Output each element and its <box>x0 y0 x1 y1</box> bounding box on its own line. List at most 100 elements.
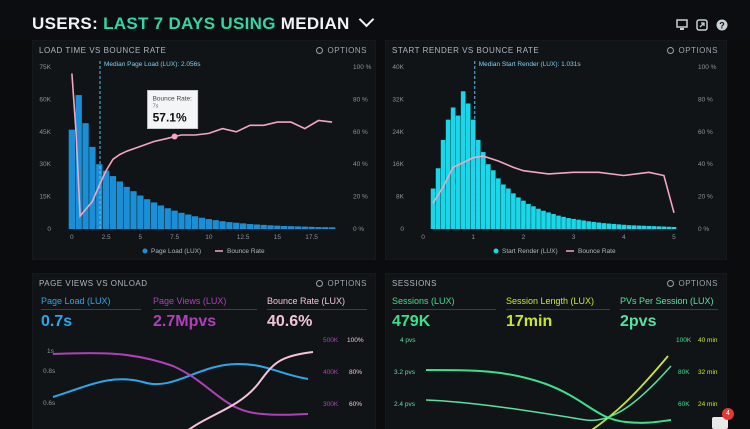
metric-value: 2pvs <box>620 313 657 330</box>
metric-divider <box>506 309 610 310</box>
y-tick-label: 0 <box>47 226 51 233</box>
tick-label: 3.2 pvs <box>394 369 416 376</box>
metric-bounce-rate[interactable]: Bounce Rate (LUX) 40.6% <box>267 296 345 331</box>
median-label: Median Start Render (LUX): 1.031s <box>479 61 582 68</box>
metric-session-length[interactable]: Session Length (LUX) 17min <box>506 296 594 331</box>
bar <box>521 200 526 229</box>
panel-page-views: PAGE VIEWS VS ONLOAD OPTIONS Page Load (… <box>32 273 376 429</box>
tick-label: 32 min <box>698 369 718 376</box>
y-tick-label: 16K <box>392 161 404 168</box>
bar <box>541 210 546 229</box>
chart-start-render: 0 8K 16K 24K 32K 40K 0 % 20 % 40 % 60 % 80 % 100 % 0… <box>392 61 717 255</box>
metric-page-load[interactable]: Page Load (LUX) 0.7s <box>41 296 111 331</box>
bar <box>109 176 117 229</box>
bar <box>641 225 647 229</box>
bar <box>440 139 446 229</box>
y2-tick-label: 40 % <box>353 161 368 168</box>
metric-sessions[interactable]: Sessions (LUX) 479K <box>392 296 455 331</box>
tick-label: 0.8s <box>43 368 56 375</box>
bar <box>546 212 551 229</box>
options-button[interactable]: OPTIONS <box>316 279 367 288</box>
bar <box>82 123 89 229</box>
y2-tick-label: 80 % <box>698 96 713 103</box>
x-tick-label: 15 <box>274 234 282 241</box>
dashboard-title[interactable]: USERS: LAST 7 DAYS USING MEDIAN <box>32 11 374 34</box>
tick-label: 24 min <box>698 401 718 408</box>
bar <box>205 219 213 229</box>
y-tick-label: 75K <box>39 64 51 71</box>
bar <box>631 225 637 229</box>
metric-label: Bounce Rate (LUX) <box>267 296 346 306</box>
bar <box>239 223 247 229</box>
y-tick-label: 0 <box>400 226 404 233</box>
tick-label: 500K <box>323 337 339 344</box>
metric-value: 2.7Mpvs <box>153 313 217 330</box>
metric-value: 0.7s <box>41 313 73 330</box>
bar <box>274 225 281 229</box>
bar <box>465 103 471 229</box>
y-tick-label: 8K <box>396 194 405 201</box>
options-button[interactable]: OPTIONS <box>316 46 367 55</box>
bar <box>666 226 672 229</box>
legend-label: Bounce Rate <box>578 248 616 255</box>
metric-label: Session Length (LUX) <box>506 296 595 306</box>
bar <box>606 223 612 229</box>
tooltip-sub: 7s <box>153 103 159 109</box>
panel-title: SESSIONS <box>392 279 437 288</box>
legend-label: Bounce Rate <box>227 248 265 255</box>
y2-tick-label: 60 % <box>353 129 368 136</box>
bar <box>116 181 123 229</box>
metric-divider <box>41 309 141 310</box>
metric-page-views[interactable]: Page Views (LUX) 2.7Mpvs <box>153 296 226 331</box>
panel-title: PAGE VIEWS VS ONLOAD <box>39 279 148 288</box>
metric-label: Page Views (LUX) <box>153 296 227 306</box>
metric-divider <box>267 309 367 310</box>
bar <box>150 202 158 229</box>
bar <box>596 222 601 229</box>
x-tick-label: 1 <box>471 234 475 241</box>
bar <box>164 208 171 229</box>
options-button[interactable]: OPTIONS <box>667 46 718 55</box>
bar <box>601 223 607 229</box>
y-tick-label: 32K <box>392 96 404 103</box>
title-using: USING <box>220 14 276 33</box>
share-icon[interactable] <box>696 18 708 31</box>
bar <box>646 225 652 229</box>
bar <box>581 220 586 229</box>
panel-load-time: LOAD TIME VS BOUNCE RATE OPTIONS 0 15K 30K… <box>32 40 376 260</box>
metric-pvs-per-session[interactable]: PVs Per Session (LUX) 2pvs <box>620 296 714 331</box>
panel-title: LOAD TIME VS BOUNCE RATE <box>39 46 167 55</box>
tick-label: 0.6s <box>43 400 56 407</box>
title-aggregation: MEDIAN <box>280 14 350 33</box>
help-icon[interactable]: ? <box>716 18 728 31</box>
tick-label: 100K <box>676 337 692 344</box>
header-icons: ? <box>676 18 728 31</box>
bar <box>75 95 82 229</box>
bar <box>511 193 516 229</box>
options-button[interactable]: OPTIONS <box>667 279 718 288</box>
bar <box>96 164 103 229</box>
svg-text:?: ? <box>719 21 725 31</box>
header-bar: USERS: LAST 7 DAYS USING MEDIAN ? <box>0 0 750 40</box>
bounce-rate-line <box>71 73 333 219</box>
y2-tick-label: 0 % <box>353 226 364 233</box>
bar <box>656 226 662 229</box>
title-period: LAST 7 DAYS <box>103 14 216 33</box>
bar <box>260 224 267 229</box>
x-tick-label: 17.5 <box>305 234 318 241</box>
legend-dot <box>493 248 499 254</box>
metric-value: 479K <box>392 313 431 330</box>
tick-label: 4 pvs <box>400 337 416 344</box>
bar <box>490 170 496 229</box>
bar <box>591 221 596 229</box>
y-tick-label: 45K <box>39 129 51 136</box>
notification-badge[interactable]: 4 <box>712 408 734 429</box>
bar <box>246 224 254 229</box>
chevron-down-icon[interactable] <box>358 11 374 28</box>
bar <box>671 226 677 229</box>
bar <box>294 226 302 229</box>
options-label: OPTIONS <box>327 279 367 288</box>
monitor-icon[interactable] <box>676 18 688 30</box>
metric-value: 40.6% <box>267 313 313 330</box>
bar <box>636 225 642 229</box>
